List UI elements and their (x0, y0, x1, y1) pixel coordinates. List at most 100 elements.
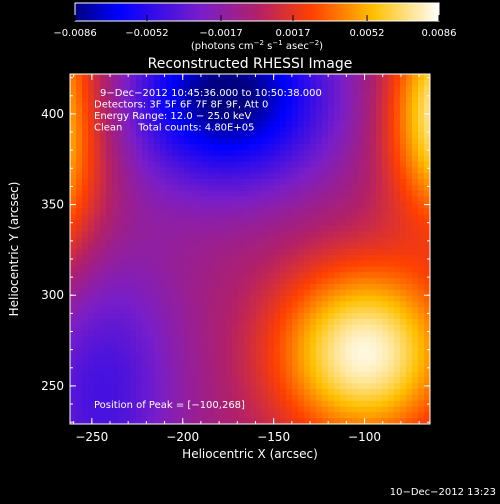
heatmap-cell (172, 383, 179, 390)
heatmap-cell (406, 272, 413, 279)
heatmap-cell (346, 126, 353, 133)
heatmap-cell (346, 365, 353, 373)
heatmap-cell (262, 149, 269, 157)
heatmap-cell (250, 225, 257, 233)
heatmap-cell (88, 243, 95, 250)
heatmap-cell (130, 324, 137, 332)
heatmap-cell (106, 214, 113, 221)
heatmap-cell (316, 400, 323, 408)
heatmap-cell (298, 208, 305, 215)
heatmap-cell (178, 359, 185, 367)
heatmap-cell (124, 418, 131, 424)
heatmap-cell (82, 149, 89, 157)
heatmap-cell (316, 284, 323, 291)
heatmap-cell (298, 319, 305, 326)
heatmap-cell (400, 196, 407, 203)
heatmap-cell (154, 103, 161, 110)
heatmap-cell (382, 74, 389, 81)
heatmap-cell (106, 330, 113, 338)
heatmap-cell (244, 167, 251, 174)
heatmap-cell (244, 237, 251, 244)
heatmap-cell (136, 307, 143, 314)
heatmap-cell (274, 324, 281, 332)
heatmap-cell (124, 289, 131, 297)
heatmap-cell (154, 371, 161, 378)
heatmap-cell (292, 243, 299, 250)
heatmap-cell (424, 359, 430, 367)
heatmap-cell (280, 231, 287, 238)
heatmap-cell (220, 103, 227, 110)
heatmap-cell (70, 301, 77, 308)
heatmap-cell (334, 167, 341, 174)
heatmap-cell (250, 231, 257, 238)
heatmap-cell (238, 412, 245, 419)
heatmap-cell (214, 330, 221, 338)
heatmap-cell (346, 79, 353, 87)
heatmap-cell (94, 120, 101, 128)
heatmap-cell (82, 354, 89, 361)
heatmap-cell (298, 313, 305, 320)
heatmap-cell (118, 91, 125, 98)
heatmap-cell (370, 389, 377, 396)
heatmap-cell (376, 260, 383, 268)
heatmap-cell (76, 284, 83, 291)
heatmap-cell (376, 219, 383, 227)
heatmap-cell (400, 126, 407, 133)
heatmap-cell (352, 365, 359, 373)
heatmap-cell (154, 284, 161, 291)
heatmap-cell (322, 377, 329, 384)
heatmap-cell (394, 418, 401, 424)
heatmap-cell (328, 365, 335, 373)
heatmap-cell (148, 138, 155, 145)
heatmap-cell (202, 214, 209, 221)
heatmap-cell (124, 179, 131, 186)
heatmap-cell (166, 400, 173, 408)
heatmap-cell (406, 371, 413, 378)
heatmap-cell (322, 173, 329, 180)
heatmap-cell (388, 173, 395, 180)
heatmap-cell (100, 249, 107, 256)
heatmap-cell (232, 254, 239, 262)
heatmap-cell (406, 348, 413, 355)
heatmap-cell (190, 319, 197, 326)
heatmap-cell (334, 301, 341, 308)
heatmap-cell (202, 371, 209, 378)
heatmap-cell (394, 336, 401, 343)
heatmap-cell (322, 359, 329, 367)
heatmap-cell (424, 412, 430, 419)
heatmap-cell (370, 412, 377, 419)
heatmap-cell (214, 114, 221, 122)
heatmap-cell (148, 313, 155, 320)
heatmap-cell (130, 225, 137, 233)
heatmap-cell (88, 418, 95, 424)
heatmap-cell (316, 307, 323, 314)
heatmap-cell (256, 97, 263, 104)
heatmap-cell (214, 103, 221, 110)
heatmap-cell (352, 202, 359, 209)
heatmap-cell (310, 114, 317, 122)
heatmap-cell (76, 167, 83, 174)
heatmap-cell (406, 109, 413, 116)
heatmap-cell (160, 260, 167, 268)
heatmap-cell (424, 231, 430, 238)
heatmap-cell (274, 348, 281, 355)
heatmap-cell (94, 412, 101, 419)
heatmap-cell (136, 202, 143, 209)
heatmap-cell (154, 342, 161, 349)
heatmap-cell (190, 278, 197, 285)
heatmap-cell (328, 219, 335, 227)
heatmap-cell (142, 319, 149, 326)
heatmap-cell (130, 348, 137, 355)
heatmap-cell (166, 307, 173, 314)
heatmap-cell (166, 313, 173, 320)
heatmap-cell (406, 284, 413, 291)
heatmap-cell (70, 406, 77, 413)
heatmap-cell (304, 120, 311, 128)
heatmap-cell (268, 196, 275, 203)
heatmap-cell (238, 179, 245, 186)
heatmap-cell (424, 161, 430, 168)
heatmap-cell (340, 219, 347, 227)
heatmap-cell (142, 202, 149, 209)
heatmap-cell (418, 144, 425, 151)
heatmap-cell (394, 167, 401, 174)
